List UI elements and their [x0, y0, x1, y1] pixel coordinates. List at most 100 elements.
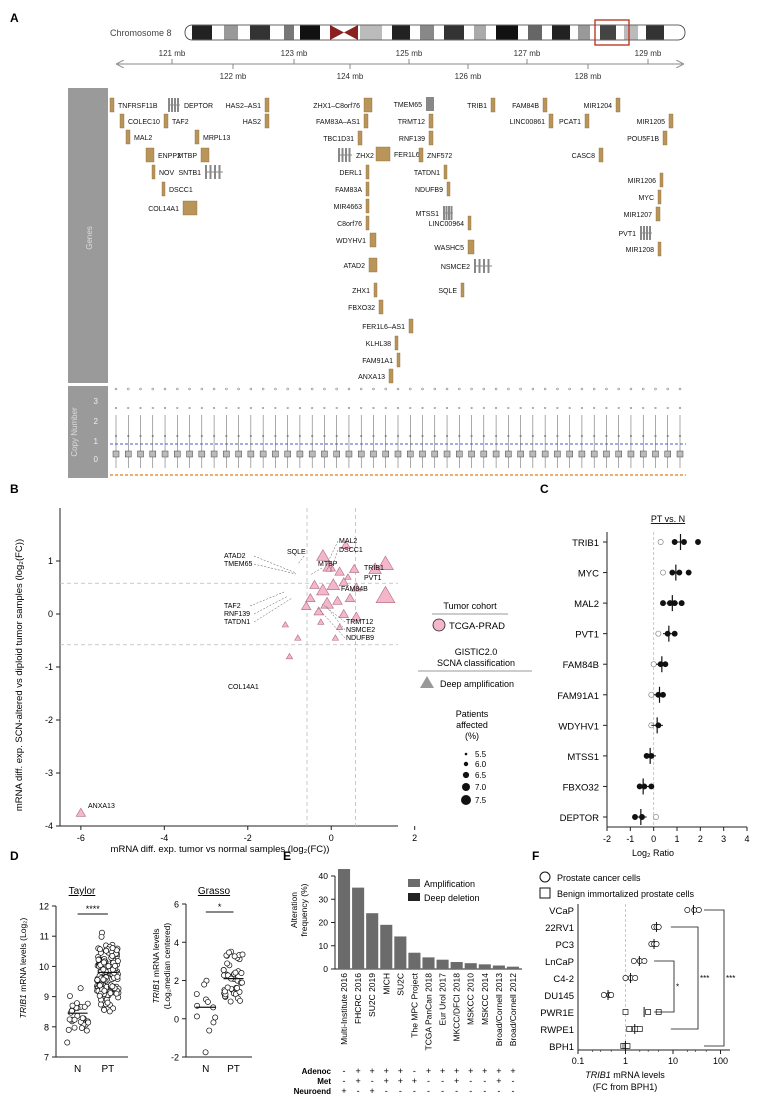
gene-bar	[388, 368, 394, 384]
legend-size-70: 7.0	[475, 783, 487, 792]
cn-outlier	[519, 434, 522, 438]
gene-exon	[426, 97, 428, 111]
b-point-col14a1	[285, 652, 294, 660]
gene-bar	[615, 97, 621, 113]
gene-label: COL14A1	[148, 206, 179, 213]
gene-rnf139: RNF139	[399, 130, 434, 146]
gene-fer1l6-as1: FER1L6–AS1	[362, 318, 414, 334]
gene-exon	[177, 98, 179, 112]
cn-box	[480, 450, 488, 458]
cn-outlier	[617, 434, 620, 438]
f-plot: 0.1 1 10 100 VCaP 22RV1 PC3 LnCaP C4-2 DU145 PWR1E…	[540, 904, 735, 1066]
legend-deep-amp-label: Deep amplification	[440, 679, 514, 689]
legend-amplification-swatch	[408, 879, 420, 887]
gene-dscc1: DSCC1	[161, 181, 193, 197]
cn-outlier	[139, 406, 142, 410]
gene-bar	[662, 130, 668, 146]
cn-outlier	[249, 434, 252, 438]
d-grasso-y-tick-label: 2	[174, 976, 179, 986]
gene-label: ATAD2	[343, 263, 365, 270]
gene-bar	[194, 129, 200, 145]
cn-outlier	[163, 406, 167, 410]
cn-box	[186, 450, 193, 458]
label-dscc1: DSCC1	[339, 547, 363, 554]
cn-boxplot	[578, 387, 586, 468]
e-row-value: +	[355, 1076, 360, 1086]
f-point-square	[626, 1026, 633, 1032]
e-row-label-adenoc: Adenoc	[302, 1067, 332, 1076]
cn-outlier	[445, 387, 449, 391]
e-bar	[366, 913, 379, 969]
c-gene-label-mal2: MAL2	[574, 599, 599, 610]
c-point	[678, 600, 685, 607]
f-x-tick-label: 1	[623, 1056, 628, 1066]
b-point-p13	[326, 578, 341, 590]
label-atad2: ATAD2	[224, 553, 246, 560]
d-taylor-ylabel: TRIB1 mRNA levels (Log₂)	[18, 918, 28, 1019]
cn-boxplot	[370, 387, 377, 468]
b-point-p11	[309, 579, 320, 589]
gene-bar	[542, 97, 548, 113]
cn-boxplot	[321, 387, 328, 468]
c-x-tick-label: 3	[721, 834, 726, 844]
cn-outlier	[310, 387, 314, 391]
gene-exon	[209, 165, 212, 179]
legend-cohort-marker	[432, 618, 446, 632]
cn-boxplot	[627, 387, 635, 468]
cn-outlier	[641, 387, 645, 391]
cn-outlier	[409, 434, 412, 438]
d-plots: 12 11 10 9 8 7 N PT **** 6 4 2 0 -2 N PT *	[39, 900, 252, 1075]
e-category-label: SU2C	[395, 973, 405, 996]
gene-label: MYC	[638, 195, 654, 202]
gene-zhx1-c8orf76: ZHX1–C8orf76	[313, 97, 373, 113]
b-point-anxa13	[75, 807, 87, 817]
gene-label: TMEM65	[394, 102, 423, 109]
cn-outlier	[396, 387, 400, 391]
e-row-value: +	[510, 1066, 515, 1076]
e-category-label: SU2C 2019	[367, 973, 377, 1017]
gene-label: FER1L6	[394, 152, 420, 159]
d-taylor-point	[96, 946, 103, 953]
gene-mir1206: MIR1206	[628, 172, 664, 188]
c-gene-label-fam91a1: FAM91A1	[557, 691, 599, 702]
gene-label: NDUFB9	[415, 187, 443, 194]
cn-box	[223, 450, 230, 458]
cn-outlier	[298, 434, 301, 438]
gene-exon	[474, 259, 476, 273]
d-grasso-point	[231, 953, 238, 960]
panel-b: -6 -4 -2 0 2 1 0 -1 -2 -3 -4 mRNA diff. exp. SCN-a…	[14, 508, 532, 855]
d-grasso-group-label-pt: PT	[227, 1064, 240, 1075]
gene-deptor: DEPTOR	[168, 98, 213, 112]
d-taylor-point	[96, 982, 103, 989]
d-taylor-points-n	[64, 985, 92, 1046]
cn-box	[333, 450, 340, 458]
cn-box	[407, 450, 414, 458]
legend-size-55: 5.5	[475, 750, 487, 759]
c-point	[653, 814, 659, 820]
cn-outlier	[507, 434, 510, 438]
cn-outlier	[666, 434, 669, 438]
cn-outlier	[311, 406, 314, 410]
gene-bar	[365, 198, 370, 214]
cn-outlier	[262, 406, 265, 410]
tick-124mb: 124 mb	[337, 72, 364, 81]
gene-label: TAF2	[172, 119, 189, 126]
cn-boxplot	[652, 387, 659, 468]
c-gene-label-pvt1: PVT1	[575, 630, 599, 641]
gene-wdyhv1: WDYHV1	[336, 232, 377, 248]
d-taylor-sig-label: ****	[86, 904, 101, 914]
b-point-p21	[338, 608, 350, 618]
cn-box	[664, 450, 671, 458]
gene-exon	[218, 165, 221, 179]
cn-outlier	[200, 406, 203, 410]
legend-benign: Benign immortalized prostate cells	[557, 889, 695, 899]
gene-exon	[450, 206, 453, 220]
gene-exon	[174, 98, 176, 112]
e-row-value: +	[355, 1066, 360, 1076]
gene-label: LINC00861	[510, 119, 546, 126]
f-row-vcap	[684, 905, 702, 915]
panel-f: Prostate cancer cells Benign immortalize…	[539, 871, 735, 1092]
d-taylor-point	[105, 963, 112, 970]
cn-boxplot	[161, 387, 169, 468]
f-row-pc3	[648, 939, 660, 949]
